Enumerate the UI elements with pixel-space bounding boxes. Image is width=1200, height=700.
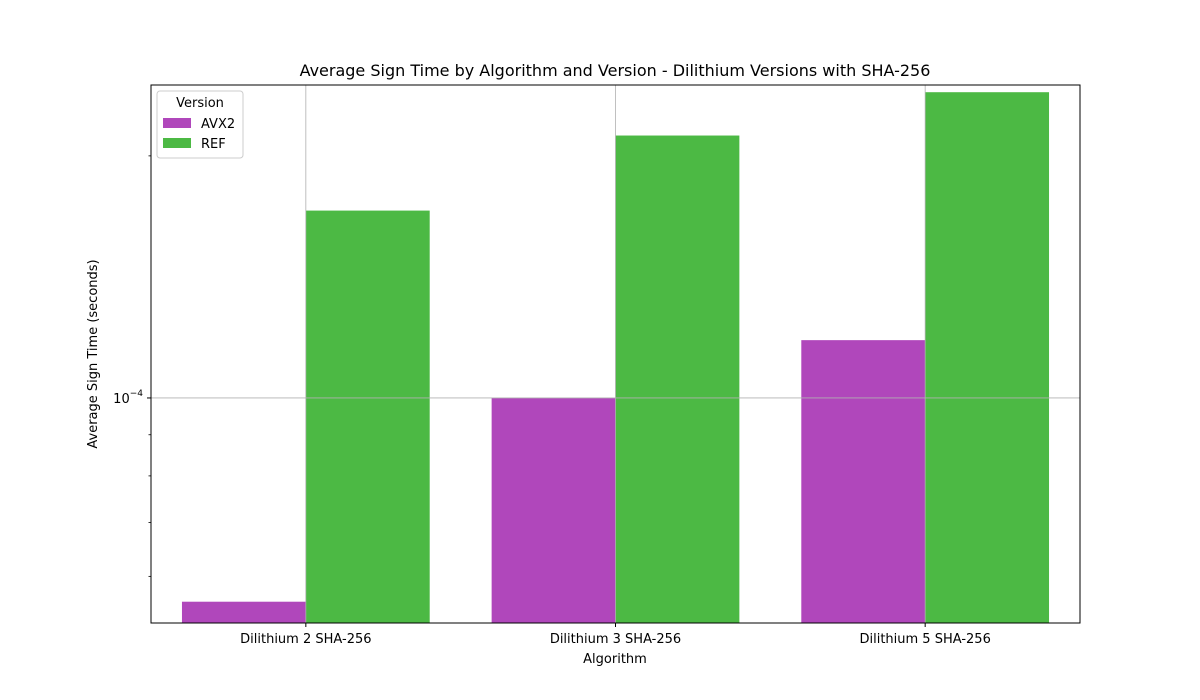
legend-swatch-avx2 — [163, 118, 191, 128]
legend-label-ref: REF — [201, 137, 226, 152]
chart-title: Average Sign Time by Algorithm and Versi… — [300, 61, 931, 80]
bar-ref-1 — [305, 210, 430, 624]
x-axis-label: Algorithm — [583, 652, 647, 667]
y-tick-label: 10−4 — [113, 389, 143, 407]
ticks: Dilithium 2 SHA-256 Dilithium 3 SHA-256 Di… — [113, 155, 991, 647]
bar-avx2-1 — [181, 601, 306, 623]
bar-ref-2 — [615, 135, 740, 624]
x-tick-label: Dilithium 3 SHA-256 — [550, 632, 681, 647]
bar-ref-3 — [925, 92, 1050, 623]
legend-swatch-ref — [163, 138, 191, 148]
y-axis-label: Average Sign Time (seconds) — [86, 259, 101, 448]
legend-title: Version — [176, 96, 224, 111]
legend-label-avx2: AVX2 — [201, 117, 235, 132]
legend: Version AVX2 REF — [156, 90, 244, 159]
bars — [181, 92, 1050, 624]
x-tick-label: Dilithium 5 SHA-256 — [859, 632, 990, 647]
bar-avx2-2 — [491, 397, 616, 623]
grid-lines — [151, 85, 1080, 623]
bar-avx2-3 — [801, 340, 926, 623]
x-tick-label: Dilithium 2 SHA-256 — [240, 632, 371, 647]
